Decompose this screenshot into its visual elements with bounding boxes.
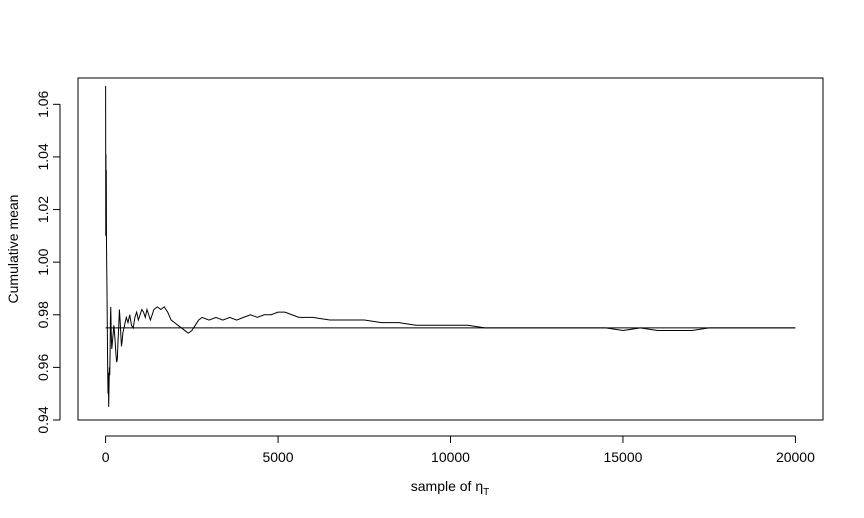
y-tick-label: 1.00 — [35, 248, 51, 275]
y-tick-label: 1.02 — [35, 196, 51, 223]
series-line — [105, 85, 796, 407]
x-tick-label: 10000 — [431, 449, 470, 465]
x-tick-label: 5000 — [262, 449, 293, 465]
x-tick-label: 20000 — [776, 449, 815, 465]
plot-frame — [77, 77, 824, 421]
x-axis-title-subscript: T — [483, 487, 489, 498]
x-tick-label: 0 — [102, 449, 110, 465]
x-axis: 0 5000 10000 15000 20000 — [102, 435, 815, 465]
y-tick-label: 0.98 — [35, 301, 51, 328]
y-axis: 0.94 0.96 0.98 1.00 1.02 1.04 1.06 — [35, 90, 61, 434]
y-tick-label: 1.06 — [35, 90, 51, 117]
x-axis-title-main: sample of η — [411, 478, 483, 494]
y-axis-title: Cumulative mean — [5, 195, 21, 304]
y-tick-label: 0.94 — [35, 406, 51, 433]
x-axis-title: sample of ηT — [411, 478, 489, 498]
y-tick-label: 1.04 — [35, 143, 51, 170]
x-tick-label: 15000 — [603, 449, 642, 465]
y-tick-label: 0.96 — [35, 354, 51, 381]
